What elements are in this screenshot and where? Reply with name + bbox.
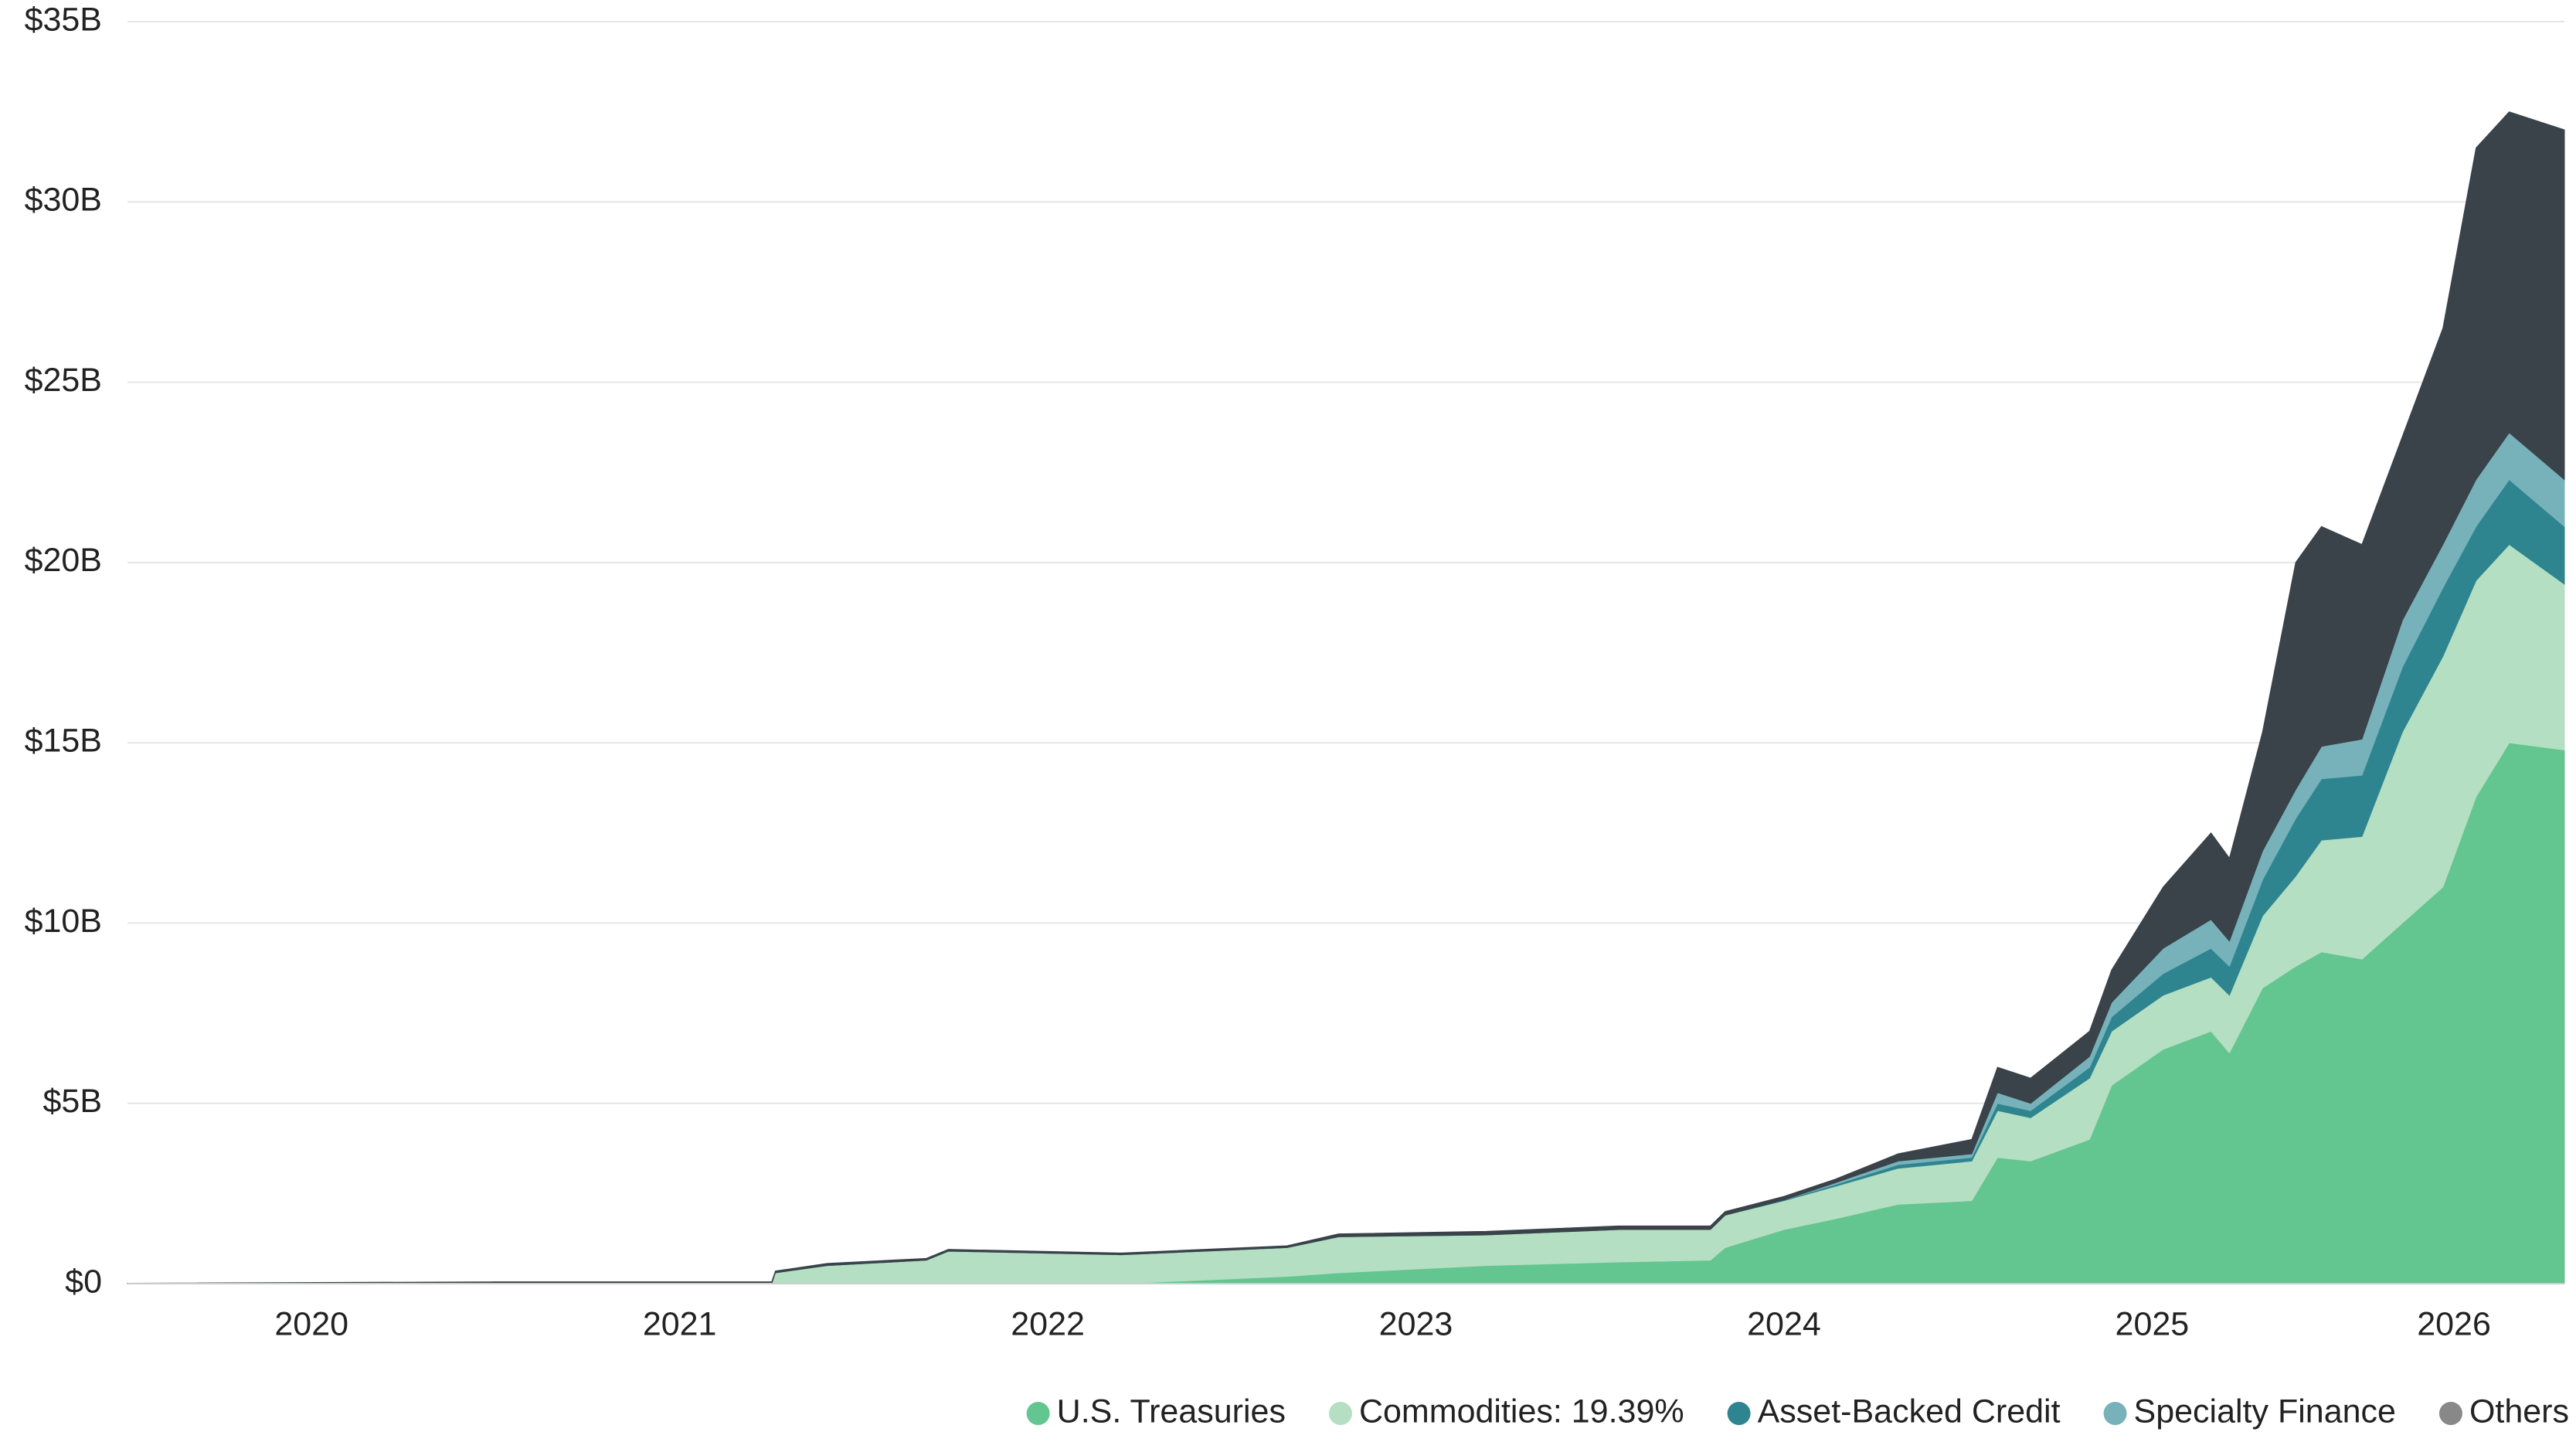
legend-swatch bbox=[1026, 1402, 1050, 1425]
x-tick-label: 2023 bbox=[1379, 1305, 1453, 1342]
x-tick-label: 2026 bbox=[2417, 1305, 2491, 1342]
y-tick-label: $5B bbox=[42, 1083, 102, 1120]
legend-label: Others bbox=[2469, 1393, 2569, 1430]
x-tick-label: 2021 bbox=[643, 1305, 717, 1342]
legend-swatch bbox=[2103, 1402, 2127, 1425]
x-tick-label: 2025 bbox=[2116, 1305, 2190, 1342]
legend-label: U.S. Treasuries bbox=[1057, 1393, 1286, 1430]
y-tick-label: $25B bbox=[25, 362, 102, 399]
x-tick-label: 2020 bbox=[274, 1305, 348, 1342]
x-tick-label: 2022 bbox=[1011, 1305, 1085, 1342]
y-tick-label: $10B bbox=[25, 903, 102, 940]
legend-swatch bbox=[1727, 1402, 1751, 1425]
legend-swatch bbox=[2438, 1402, 2462, 1425]
y-tick-label: $35B bbox=[25, 1, 102, 38]
x-tick-label: 2024 bbox=[1747, 1305, 1821, 1342]
area bbox=[127, 111, 2565, 1284]
y-tick-label: $20B bbox=[25, 542, 102, 579]
y-tick-label: $0 bbox=[65, 1263, 102, 1300]
legend-label: Commodities: 19.39% bbox=[1359, 1393, 1684, 1430]
legend-label: Asset-Backed Credit bbox=[1758, 1393, 2061, 1430]
legend-swatch bbox=[1328, 1402, 1352, 1425]
y-tick-label: $30B bbox=[25, 182, 102, 219]
legend-label: Specialty Finance bbox=[2134, 1393, 2396, 1430]
y-tick-label: $15B bbox=[25, 723, 102, 760]
